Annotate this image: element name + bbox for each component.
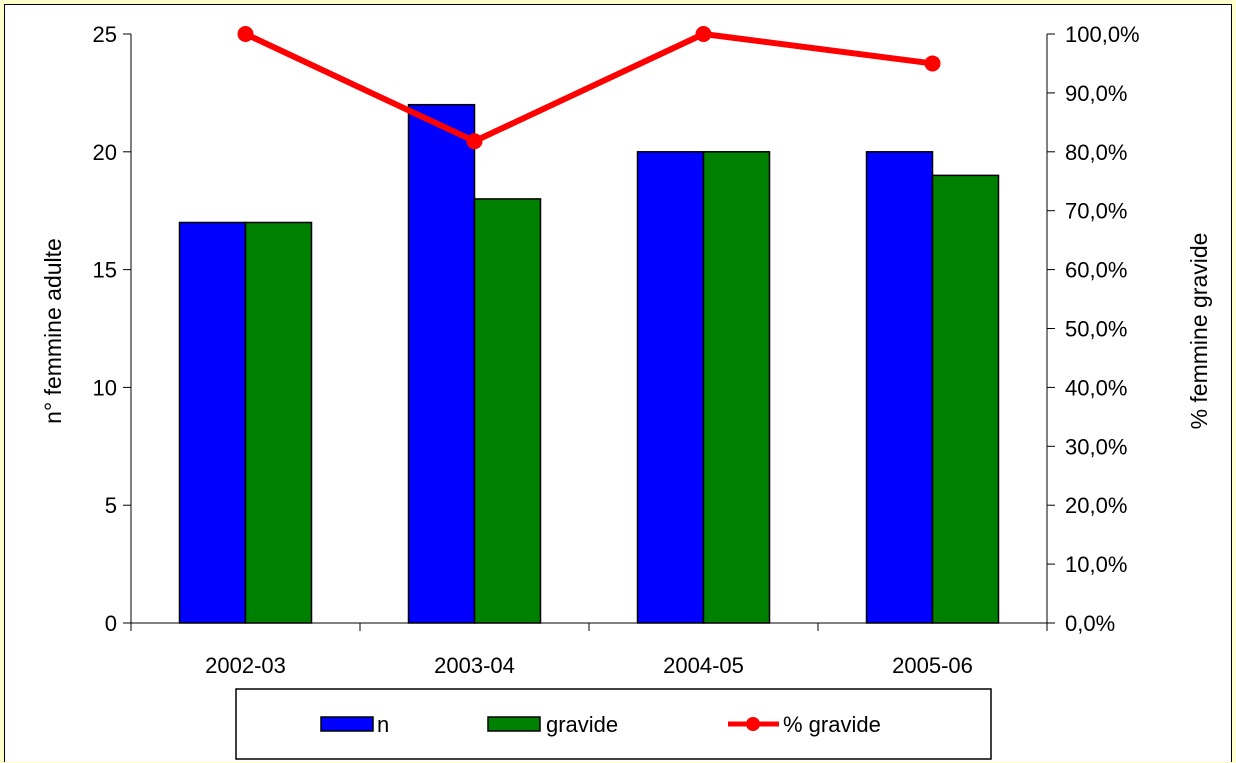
line-pct-gravide bbox=[244, 31, 933, 145]
y2-tick-label: 20,0% bbox=[1065, 493, 1127, 518]
y-tick-label: 20 bbox=[93, 140, 117, 165]
x-tick-label: 2004-05 bbox=[663, 653, 744, 678]
legend-label-gravide: gravide bbox=[546, 712, 618, 737]
bar-n-2005-06 bbox=[865, 151, 934, 624]
y2-tick-label: 90,0% bbox=[1065, 81, 1127, 106]
bar-n-2004-05 bbox=[636, 151, 705, 624]
point-pct-gravide-2004-05 bbox=[695, 26, 712, 42]
x-tick-label: 2002-03 bbox=[205, 653, 286, 678]
y2-tick-label: 0,0% bbox=[1065, 611, 1115, 636]
bar-n-2003-04 bbox=[407, 103, 476, 624]
legend-swatch-gravide bbox=[487, 716, 541, 732]
y-tick-label: 10 bbox=[93, 375, 117, 400]
point-pct-gravide-2003-04 bbox=[466, 133, 483, 150]
y2-tick-label: 60,0% bbox=[1065, 258, 1127, 283]
x-tick-label: 2005-06 bbox=[892, 653, 973, 678]
bar-gravide-2005-06 bbox=[931, 174, 1000, 624]
bar-gravide-2004-05 bbox=[702, 151, 771, 624]
y2-axis-title: % femmine gravide bbox=[1186, 233, 1212, 430]
bar-gravide-2003-04 bbox=[473, 198, 542, 624]
legend-marker-pct-gravide bbox=[746, 717, 760, 731]
y2-tick-label: 10,0% bbox=[1065, 552, 1127, 577]
point-pct-gravide-2002-03 bbox=[237, 26, 254, 42]
y2-tick-label: 40,0% bbox=[1065, 375, 1127, 400]
point-pct-gravide-2005-06 bbox=[924, 55, 941, 72]
legend-swatch-n bbox=[320, 716, 374, 732]
chart: 0 5 10 15 20 25 0,0% 10,0% 20,0% 30,0% 40,0% 50,0% 6… bbox=[40, 22, 1212, 760]
y2-tick-label: 50,0% bbox=[1065, 317, 1127, 342]
bar-gravide-2002-03 bbox=[244, 221, 313, 624]
chart-frame: 0 5 10 15 20 25 0,0% 10,0% 20,0% 30,0% 40,0% 50,0% 6… bbox=[4, 4, 1232, 762]
y-tick-label: 15 bbox=[93, 258, 117, 283]
y2-tick-label: 80,0% bbox=[1065, 140, 1127, 165]
legend: n gravide % gravide bbox=[235, 688, 992, 760]
y2-tick-label: 100,0% bbox=[1065, 22, 1140, 47]
y-axis-title: n° femmine adulte bbox=[40, 238, 66, 424]
y-tick-label: 0 bbox=[105, 611, 117, 636]
legend-label-n: n bbox=[377, 712, 389, 737]
y2-tick-label: 30,0% bbox=[1065, 434, 1127, 459]
y-tick-label: 5 bbox=[105, 493, 117, 518]
y-tick-label: 25 bbox=[93, 22, 117, 47]
bar-n-2002-03 bbox=[178, 221, 247, 624]
y2-tick-label: 70,0% bbox=[1065, 199, 1127, 224]
plot-area: 0 5 10 15 20 25 0,0% 10,0% 20,0% 30,0% 40,0% 50,0% 6… bbox=[93, 22, 1140, 678]
x-tick-label: 2003-04 bbox=[434, 653, 515, 678]
legend-label-pct-gravide: % gravide bbox=[783, 712, 881, 737]
